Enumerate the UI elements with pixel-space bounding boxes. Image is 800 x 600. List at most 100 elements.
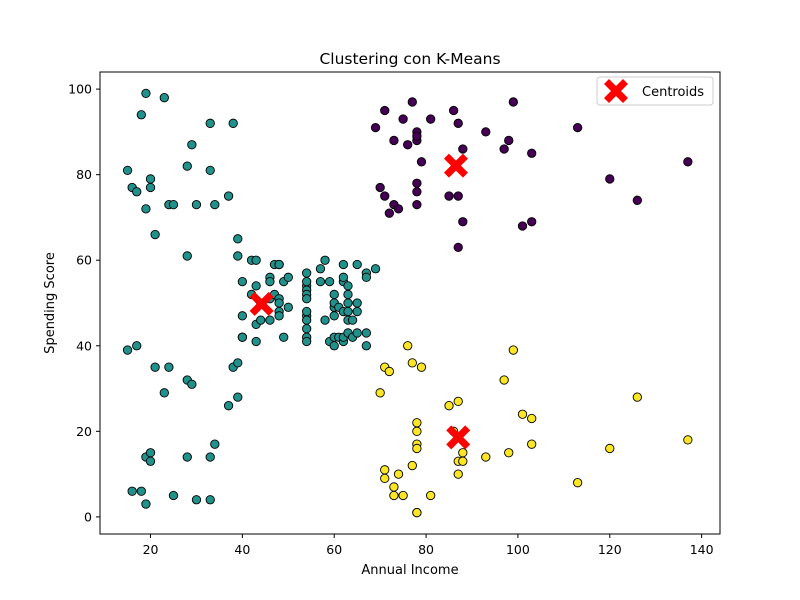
data-point	[132, 187, 142, 197]
data-point	[329, 311, 339, 321]
data-point	[182, 161, 192, 171]
data-point	[504, 135, 514, 146]
data-point	[527, 439, 537, 449]
points-layer	[122, 88, 693, 518]
data-point	[237, 311, 248, 321]
data-point	[187, 379, 197, 389]
y-tick-label: 60	[76, 253, 92, 268]
data-point	[251, 336, 261, 347]
data-point	[481, 452, 491, 462]
data-point	[508, 97, 518, 107]
data-point	[168, 490, 179, 501]
data-point	[233, 358, 243, 368]
data-point	[412, 131, 422, 141]
data-point	[412, 187, 422, 197]
data-point	[683, 435, 693, 445]
data-point	[223, 401, 234, 411]
data-point	[398, 114, 408, 124]
x-tick-label: 60	[326, 542, 342, 557]
legend-x-marker	[604, 79, 628, 103]
data-point	[572, 478, 583, 488]
data-point	[141, 204, 151, 214]
data-point	[302, 324, 312, 334]
data-point	[132, 341, 142, 351]
y-tick-label: 80	[76, 167, 92, 182]
centroid-marker	[443, 153, 468, 178]
data-point	[361, 272, 372, 282]
data-point	[164, 362, 174, 372]
data-point	[403, 341, 413, 351]
x-tick-label: 40	[234, 542, 250, 557]
data-point	[352, 328, 362, 338]
data-point	[302, 294, 312, 304]
data-point	[398, 490, 408, 501]
data-point	[283, 272, 293, 282]
data-point	[251, 281, 261, 291]
data-point	[233, 392, 243, 402]
data-point	[403, 140, 413, 150]
data-point	[122, 165, 133, 176]
data-point	[632, 195, 642, 205]
data-point	[347, 315, 358, 325]
data-point	[458, 448, 468, 458]
x-tick-label: 120	[598, 542, 622, 557]
data-point	[136, 110, 146, 120]
data-point	[605, 174, 615, 184]
data-point	[145, 174, 156, 184]
data-point	[205, 495, 215, 505]
data-point	[136, 486, 146, 496]
data-point	[384, 208, 394, 218]
data-point	[448, 105, 459, 116]
data-point	[517, 221, 528, 231]
data-point	[265, 315, 275, 325]
data-point	[380, 105, 390, 116]
data-point	[320, 315, 330, 325]
legend-label-centroids: Centroids	[642, 85, 704, 100]
data-point	[338, 259, 349, 270]
data-point	[343, 289, 353, 300]
data-point	[389, 135, 399, 146]
data-point	[256, 315, 266, 325]
data-point	[302, 276, 312, 287]
data-point	[361, 341, 372, 351]
data-point	[412, 443, 422, 454]
data-point	[412, 178, 422, 188]
data-point	[343, 306, 353, 317]
data-point	[274, 298, 284, 308]
data-point	[393, 204, 404, 214]
data-point	[380, 465, 390, 475]
data-point	[265, 276, 275, 287]
data-point	[145, 456, 156, 466]
data-point	[407, 97, 417, 107]
chart-title: Clustering con K-Means	[319, 50, 500, 68]
data-point	[191, 495, 202, 505]
data-point	[302, 315, 312, 325]
data-point	[416, 362, 427, 372]
data-point	[444, 191, 454, 201]
data-point	[426, 114, 436, 124]
plot-area-frame	[99, 71, 721, 535]
data-point	[426, 490, 436, 501]
data-point	[187, 140, 197, 150]
data-point	[329, 289, 339, 300]
data-point	[329, 341, 339, 351]
data-point	[122, 345, 133, 355]
y-tick-label: 100	[68, 82, 92, 97]
data-point	[205, 452, 215, 462]
data-point	[453, 242, 463, 253]
data-point	[343, 298, 353, 308]
data-point	[499, 144, 509, 154]
data-point	[453, 118, 463, 128]
x-tick-label: 80	[418, 542, 434, 557]
data-point	[274, 311, 284, 321]
data-point	[302, 268, 312, 278]
centroids-layer	[249, 153, 471, 450]
data-point	[210, 439, 220, 449]
data-point	[458, 217, 468, 227]
data-point	[527, 413, 537, 424]
data-point	[370, 264, 381, 274]
data-point	[632, 392, 642, 402]
data-point	[205, 118, 215, 128]
data-point	[127, 486, 137, 496]
data-point	[182, 251, 192, 261]
